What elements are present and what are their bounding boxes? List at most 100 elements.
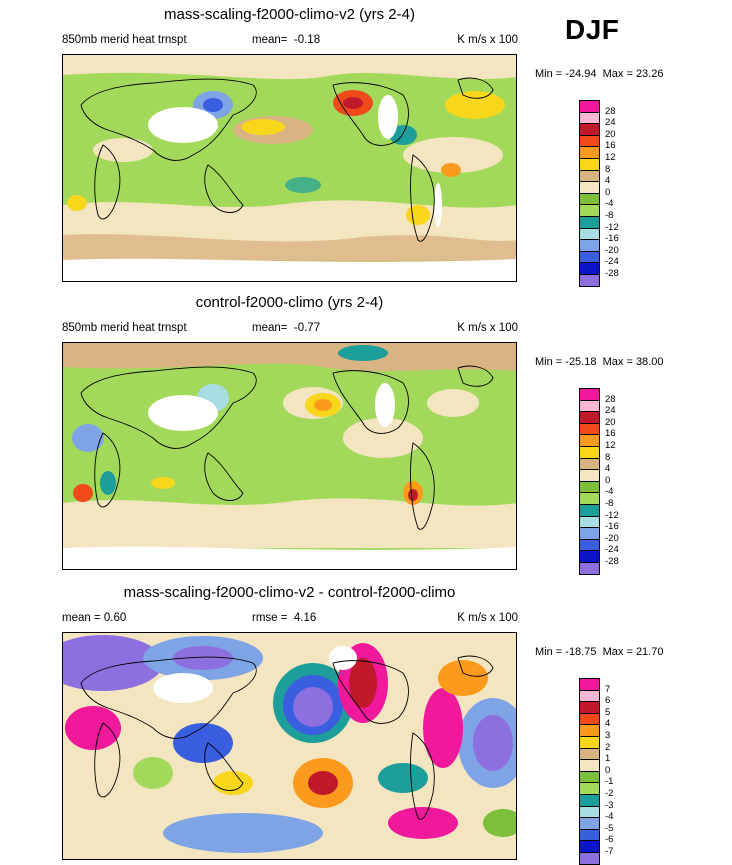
colorbar-label: 12: [605, 440, 616, 451]
mean-readout: mean= -0.77: [252, 322, 320, 334]
contour-cool: [473, 715, 513, 771]
contour-cool: [378, 763, 428, 793]
colorbar-label: 0: [605, 764, 611, 776]
contour-band: [427, 389, 479, 417]
colorbar-label: 1: [605, 753, 611, 765]
colorbar-label: -4: [605, 198, 614, 210]
mean-label: mean=: [252, 322, 288, 334]
panel-mass-scaling: mass-scaling-f2000-climo-v2 (yrs 2-4) 85…: [0, 6, 732, 290]
mean-label: mean=: [252, 34, 288, 46]
contour-cool: [72, 424, 104, 452]
min-value: -25.18: [565, 356, 597, 368]
colorbar-label: 0: [605, 474, 611, 486]
panel-control: control-f2000-climo (yrs 2-4) 850mb meri…: [0, 294, 732, 578]
min-max-readout: Min = -18.75 Max = 21.70: [535, 646, 663, 658]
colorbar-label: -3: [605, 799, 614, 811]
contour-cool: [173, 646, 233, 670]
max-value: 38.00: [635, 356, 664, 368]
contour-warm: [241, 119, 285, 135]
coastlines: [80, 655, 494, 820]
units-label: K m/s x 100: [457, 322, 518, 334]
contour-band: [63, 55, 516, 80]
panel-difference: mass-scaling-f2000-climo-v2 - control-f2…: [0, 584, 732, 865]
colorbar-label: -4: [605, 486, 614, 498]
rmse-value: 4.16: [293, 612, 317, 624]
colorbar-label: 20: [605, 416, 616, 428]
min-value: -18.75: [565, 646, 597, 658]
map-plot: [62, 342, 517, 570]
missing-data-mask: [148, 395, 218, 431]
colorbar-label: 5: [605, 706, 611, 718]
contour-cool: [293, 687, 333, 727]
colorbar-label: 20: [605, 128, 616, 140]
colorbar-label: 12: [605, 152, 616, 163]
colorbar-label: -2: [605, 788, 614, 799]
contour-band: [63, 234, 516, 265]
antarctica-mask: [63, 258, 516, 281]
contour-warm: [438, 660, 488, 696]
contour-warm: [441, 163, 461, 177]
colorbar-label: -1: [605, 776, 614, 788]
colorbar-label: -8: [605, 210, 614, 221]
colorbar-label: 0: [605, 186, 611, 198]
panel-title: mass-scaling-f2000-climo-v2 - control-f2…: [123, 584, 456, 601]
colorbar-label: 16: [605, 140, 616, 152]
colorbar-label: 4: [605, 463, 611, 475]
contour-map: [63, 343, 516, 569]
colorbar-label: -16: [605, 521, 619, 533]
missing-data-mask: [148, 107, 218, 143]
mean-readout: mean = 0.60: [62, 612, 127, 624]
max-label: Max =: [602, 646, 633, 658]
colorbar-label: 2: [605, 741, 611, 753]
rmse-label: rmse =: [252, 612, 288, 624]
contour-cool: [173, 723, 233, 763]
units-label: K m/s x 100: [457, 34, 518, 46]
contour-warm: [445, 91, 505, 119]
min-max-readout: Min = -25.18 Max = 38.00: [535, 356, 663, 368]
min-label: Min =: [535, 68, 563, 80]
contour-band: [343, 418, 423, 458]
colorbar-swatch: [579, 852, 600, 865]
colorbar-label: 6: [605, 695, 611, 707]
coastlines: [80, 365, 494, 530]
contour-warm: [423, 688, 463, 768]
missing-data-mask: [153, 673, 213, 703]
contour-warm: [406, 205, 430, 225]
contour-cool: [338, 345, 388, 361]
contour-warm: [151, 477, 175, 489]
colorbar-label: -24: [605, 256, 619, 268]
colorbar-label: 24: [605, 405, 616, 417]
contour-warm: [349, 658, 377, 708]
missing-data-mask: [329, 646, 357, 670]
contour-warm: [213, 771, 253, 795]
contour-cool: [203, 98, 223, 112]
colorbar-label: 4: [605, 175, 611, 187]
colorbar-label: -12: [605, 221, 619, 233]
contour-band: [93, 138, 153, 162]
units-label: K m/s x 100: [457, 612, 518, 624]
max-value: 21.70: [635, 646, 664, 658]
colorbar-label: -4: [605, 811, 614, 823]
colorbar-label: 28: [605, 105, 616, 117]
max-label: Max =: [602, 68, 633, 80]
colorbar-label: 8: [605, 451, 611, 463]
contour-warm: [314, 399, 332, 411]
map-plot: [62, 54, 517, 282]
colorbar-label: -28: [605, 268, 619, 279]
min-value: -24.94: [565, 68, 597, 80]
colorbar-label: 7: [605, 683, 611, 695]
colorbar-label: 16: [605, 428, 616, 440]
contour-band: [133, 757, 173, 789]
colorbar-label: -6: [605, 834, 614, 846]
min-label: Min =: [535, 646, 563, 658]
colorbar-label: 8: [605, 163, 611, 175]
max-label: Max =: [602, 356, 633, 368]
season-label: DJF: [565, 14, 620, 45]
contour-band: [483, 809, 516, 837]
min-max-readout: Min = -24.94 Max = 23.26: [535, 68, 663, 80]
colorbar-label: -28: [605, 556, 619, 567]
variable-label: 850mb merid heat trnspt: [62, 322, 187, 334]
contour-band: [403, 137, 503, 173]
colorbar-label: 24: [605, 117, 616, 129]
contour-cool: [285, 177, 321, 193]
